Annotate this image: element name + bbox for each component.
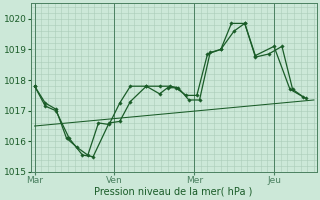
X-axis label: Pression niveau de la mer( hPa ): Pression niveau de la mer( hPa ) <box>94 187 253 197</box>
